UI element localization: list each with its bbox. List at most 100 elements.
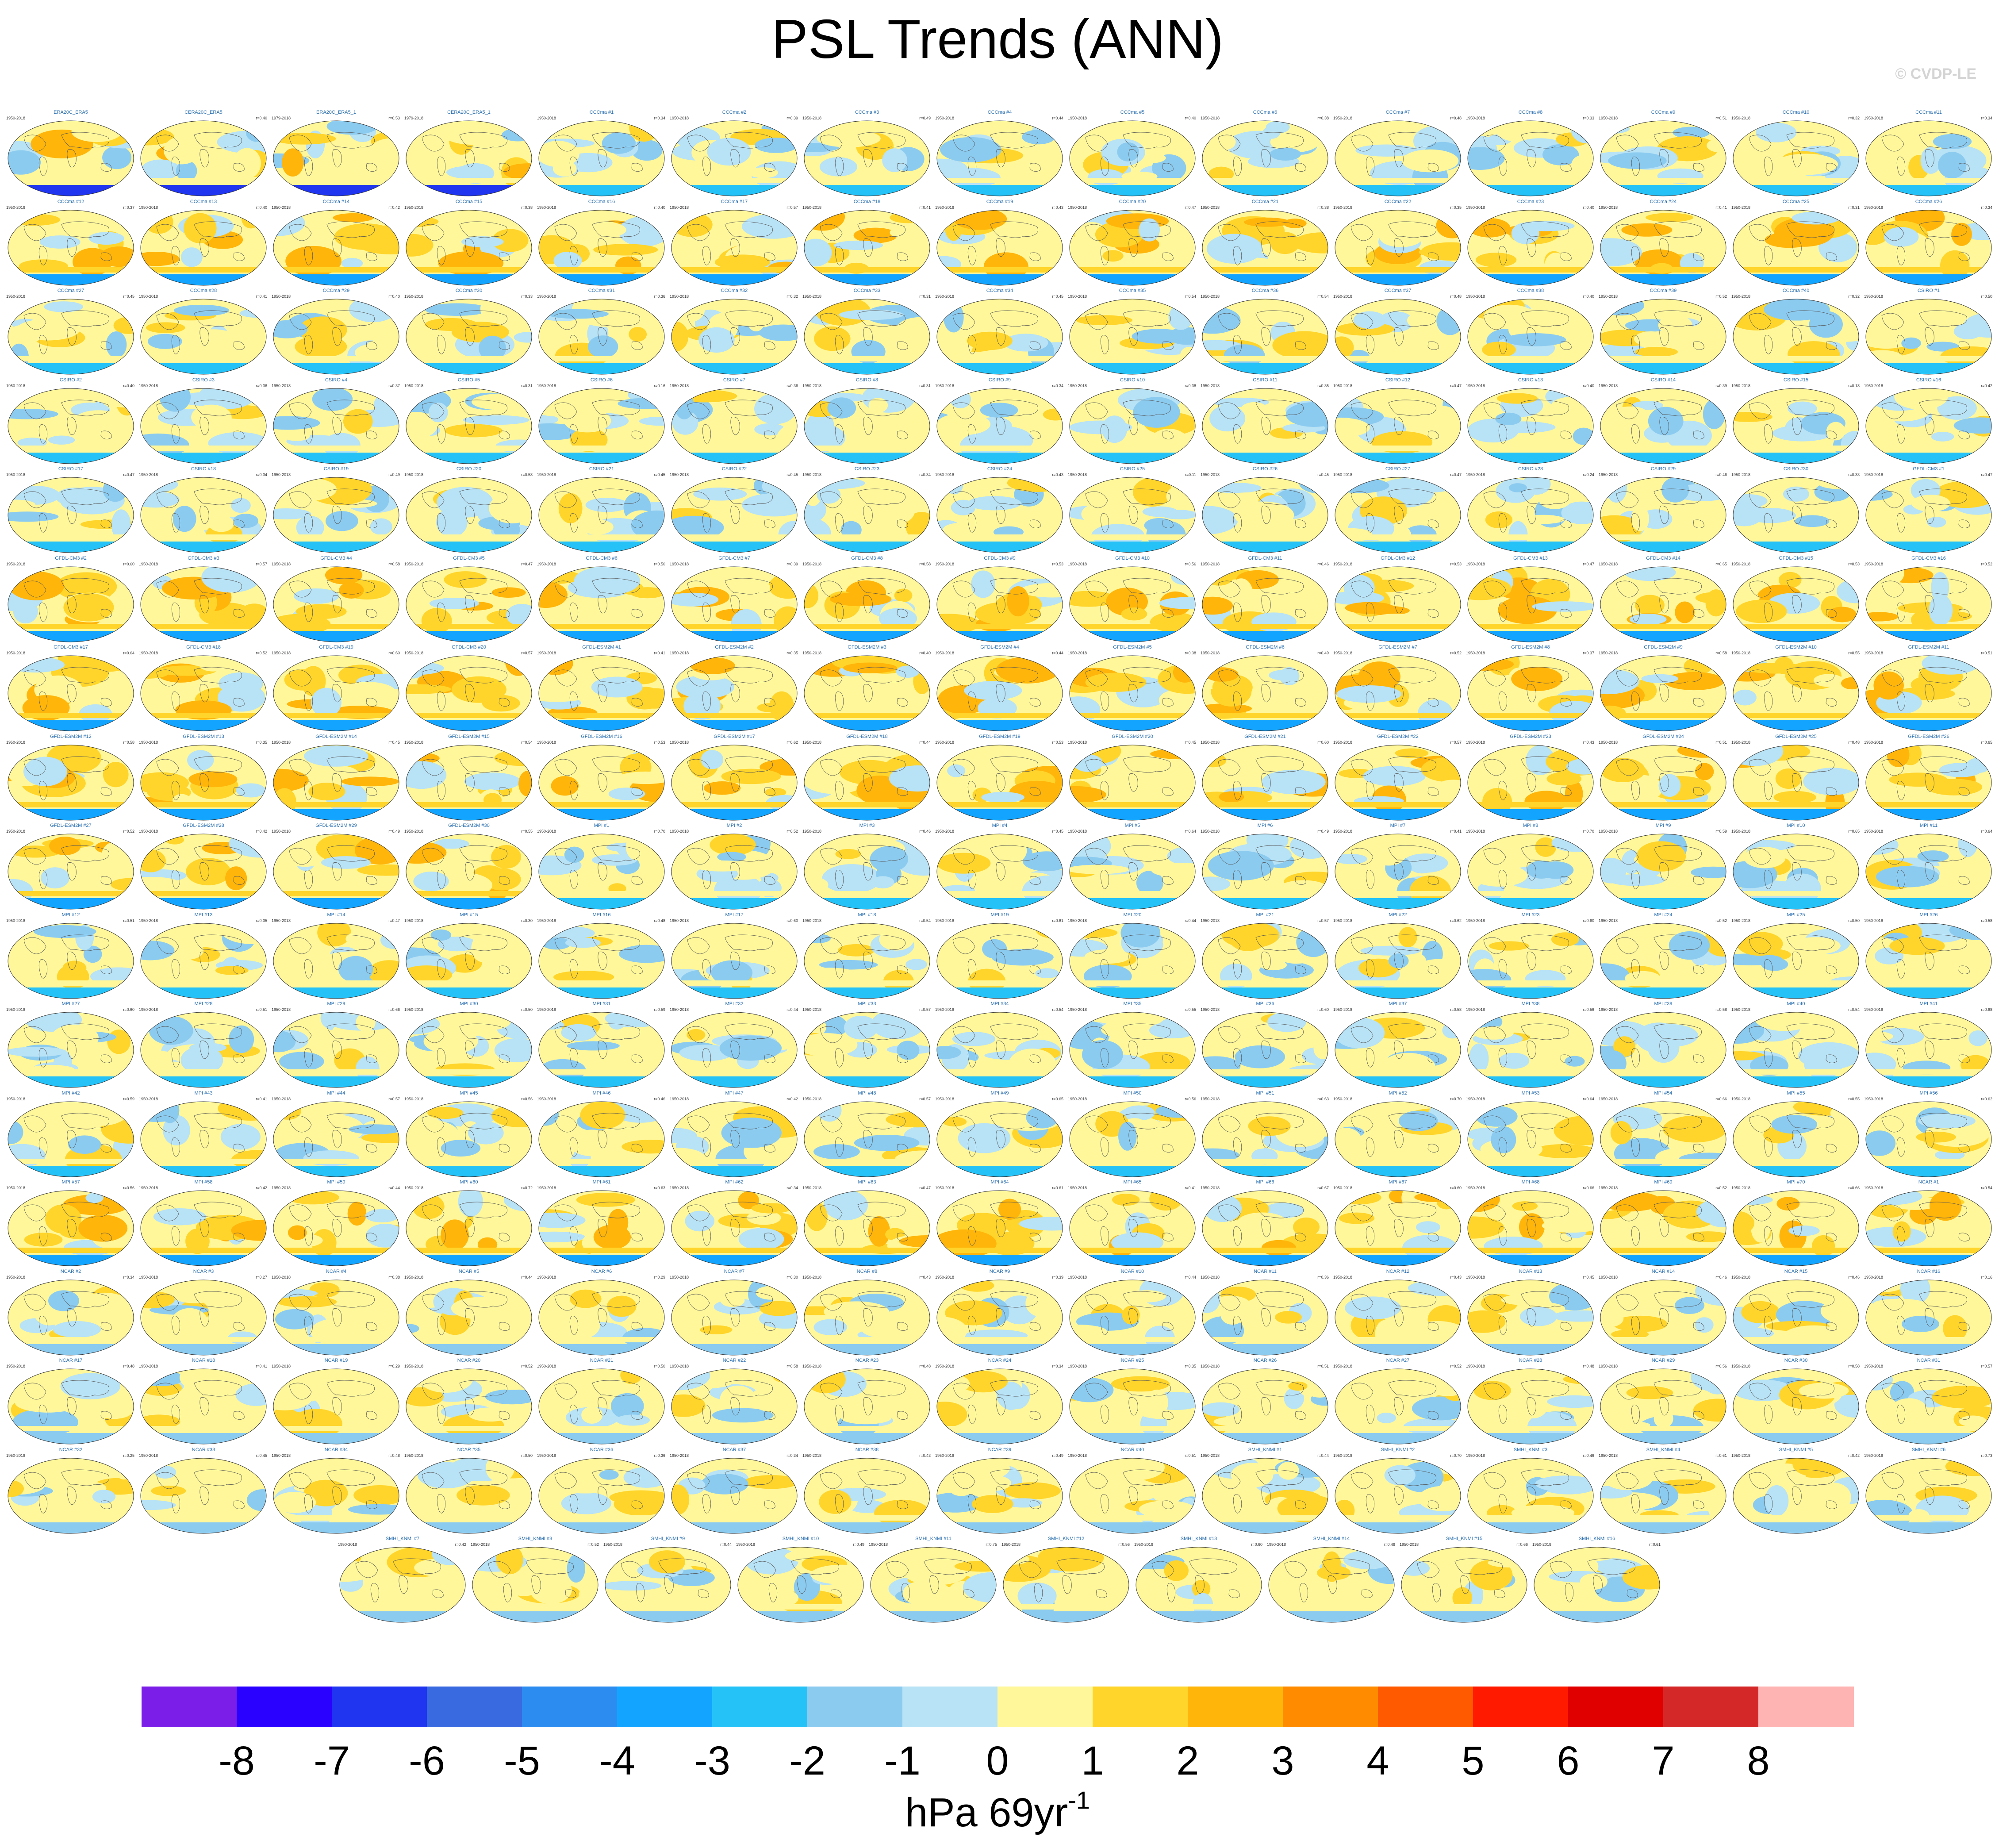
trend-map xyxy=(538,299,665,375)
panel-years: 1950-2018 xyxy=(802,294,822,299)
map-panel: NCAR #35 1950-2018 r=0.50 xyxy=(404,1447,533,1536)
panel-years: 1950-2018 xyxy=(139,473,158,477)
panel-title: GFDL-ESM2M #26 xyxy=(1908,734,1949,739)
trend-map xyxy=(1467,655,1594,731)
panel-years: 1950-2018 xyxy=(1599,1453,1618,1458)
panel-title: CSIRO #3 xyxy=(192,377,215,383)
panel-pattern-corr: r=0.35 xyxy=(256,918,267,923)
panel-title: GFDL-CM3 #4 xyxy=(320,555,352,561)
panel-title: CSIRO #13 xyxy=(1518,377,1543,383)
trend-map xyxy=(538,1368,665,1445)
panel-pattern-corr: r=0.46 xyxy=(1317,561,1329,566)
panel-pattern-corr: r=0.58 xyxy=(123,740,134,745)
panel-years: 1950-2018 xyxy=(272,473,291,477)
map-panel: MPI #59 1950-2018 r=0.44 xyxy=(272,1179,401,1268)
panel-pattern-corr: r=0.56 xyxy=(1185,1096,1196,1101)
map-panel: MPI #45 1950-2018 r=0.56 xyxy=(404,1091,533,1179)
trend-map xyxy=(140,1101,267,1177)
panel-pattern-corr: r=0.25 xyxy=(123,1453,134,1458)
panel-pattern-corr: r=0.46 xyxy=(1715,473,1727,477)
map-panel: SMHI_KNMI #13 1950-2018 r=0.60 xyxy=(1134,1536,1263,1625)
trend-map xyxy=(1467,120,1594,196)
map-panel: CCCma #16 1950-2018 r=0.40 xyxy=(537,199,666,288)
map-panel: CSIRO #30 1950-2018 r=0.33 xyxy=(1731,466,1861,555)
map-panel: GFDL-ESM2M #22 1950-2018 r=0.57 xyxy=(1333,734,1462,822)
map-panel: CSIRO #16 1950-2018 r=0.42 xyxy=(1864,377,1993,466)
panel-years: 1950-2018 xyxy=(1201,1186,1220,1190)
panel-years: 1950-2018 xyxy=(404,561,424,566)
map-panel: MPI #36 1950-2018 r=0.60 xyxy=(1201,1001,1330,1090)
map-panel: GFDL-CM3 #1 1950-2018 r=0.47 xyxy=(1864,466,1993,555)
panel-pattern-corr: r=0.58 xyxy=(1450,1007,1462,1012)
trend-map xyxy=(273,210,399,285)
panel-years: 1950-2018 xyxy=(935,1453,955,1458)
panel-title: SMHI_KNMI #15 xyxy=(1446,1536,1483,1541)
map-panel: CSIRO #7 1950-2018 r=0.36 xyxy=(670,377,799,466)
map-panel: MPI #68 1950-2018 r=0.66 xyxy=(1466,1179,1595,1268)
trend-map xyxy=(1335,299,1461,375)
panel-pattern-corr: r=0.34 xyxy=(1981,116,1992,120)
map-panel: NCAR #40 1950-2018 r=0.51 xyxy=(1068,1447,1197,1536)
panel-years: 1950-2018 xyxy=(1333,383,1353,388)
panel-pattern-corr: r=0.44 xyxy=(521,1275,533,1279)
trend-map xyxy=(1865,566,1992,642)
trend-map xyxy=(8,120,134,196)
map-panel: NCAR #9 1950-2018 r=0.39 xyxy=(935,1269,1064,1357)
trend-map xyxy=(671,210,798,285)
panel-pattern-corr: r=0.72 xyxy=(521,1186,533,1190)
panel-title: GFDL-CM3 #2 xyxy=(55,555,87,561)
map-panel: CCCma #38 1950-2018 r=0.40 xyxy=(1466,288,1595,377)
panel-pattern-corr: r=0.44 xyxy=(1185,918,1196,923)
panel-years: 1950-2018 xyxy=(1864,740,1884,745)
map-panel: SMHI_KNMI #14 1950-2018 r=0.48 xyxy=(1267,1536,1396,1625)
panel-pattern-corr: r=0.46 xyxy=(1715,1275,1727,1279)
panel-years: 1950-2018 xyxy=(935,829,955,834)
panel-pattern-corr: r=0.47 xyxy=(388,918,400,923)
panel-years: 1950-2018 xyxy=(1333,205,1353,210)
map-panel: MPI #49 1950-2018 r=0.65 xyxy=(935,1091,1064,1179)
map-panel: CSIRO #14 1950-2018 r=0.39 xyxy=(1599,377,1728,466)
panel-pattern-corr: r=0.34 xyxy=(654,116,665,120)
panel-years: 1950-2018 xyxy=(139,561,158,566)
panel-title: MPI #35 xyxy=(1123,1001,1142,1007)
panel-title: GFDL-ESM2M #3 xyxy=(848,645,886,650)
panel-years: 1950-2018 xyxy=(272,1007,291,1012)
panel-pattern-corr: r=0.54 xyxy=(1981,1186,1992,1190)
map-panel: NCAR #23 1950-2018 r=0.48 xyxy=(802,1358,932,1446)
panel-pattern-corr: r=0.58 xyxy=(786,1364,798,1368)
trend-map xyxy=(273,1368,399,1445)
panel-pattern-corr: r=0.65 xyxy=(1848,829,1860,834)
panel-pattern-corr: r=0.57 xyxy=(786,205,798,210)
map-panel: GFDL-ESM2M #12 1950-2018 r=0.58 xyxy=(6,734,135,822)
panel-title: MPI #17 xyxy=(725,912,744,918)
map-panel: NCAR #14 1950-2018 r=0.46 xyxy=(1599,1269,1728,1357)
panel-pattern-corr: r=0.51 xyxy=(123,918,134,923)
map-panel: GFDL-ESM2M #25 1950-2018 r=0.48 xyxy=(1731,734,1861,822)
trend-map xyxy=(936,210,1063,285)
panel-years: 1950-2018 xyxy=(1466,1007,1485,1012)
panel-pattern-corr: r=0.66 xyxy=(1516,1542,1528,1547)
map-panel: CSIRO #13 1950-2018 r=0.40 xyxy=(1466,377,1595,466)
map-panel: GFDL-CM3 #16 1950-2018 r=0.52 xyxy=(1864,556,1993,644)
trend-map xyxy=(8,834,134,910)
trend-map xyxy=(671,299,798,375)
panel-years: 1950-2018 xyxy=(537,1275,556,1279)
panel-years: 1950-2018 xyxy=(537,651,556,655)
panel-pattern-corr: r=0.62 xyxy=(1981,1096,1992,1101)
panel-years: 1950-2018 xyxy=(6,1186,26,1190)
map-panel: CSIRO #8 1950-2018 r=0.31 xyxy=(802,377,932,466)
panel-pattern-corr: r=0.52 xyxy=(587,1542,599,1547)
panel-pattern-corr: r=0.38 xyxy=(1317,116,1329,120)
panel-title: CCCma #22 xyxy=(1384,199,1412,204)
panel-pattern-corr: r=0.48 xyxy=(388,1453,400,1458)
trend-map xyxy=(140,566,267,642)
panel-years: 1950-2018 xyxy=(869,1542,888,1547)
panel-title: GFDL-ESM2M #9 xyxy=(1644,645,1683,650)
panel-title: CCCma #12 xyxy=(57,199,84,204)
panel-title: GFDL-ESM2M #10 xyxy=(1775,645,1817,650)
panel-title: CSIRO #2 xyxy=(59,377,82,383)
trend-map xyxy=(936,566,1063,642)
panel-years: 1950-2018 xyxy=(1400,1542,1419,1547)
panel-pattern-corr: r=0.52 xyxy=(1450,1364,1462,1368)
panel-years: 1950-2018 xyxy=(6,116,26,120)
